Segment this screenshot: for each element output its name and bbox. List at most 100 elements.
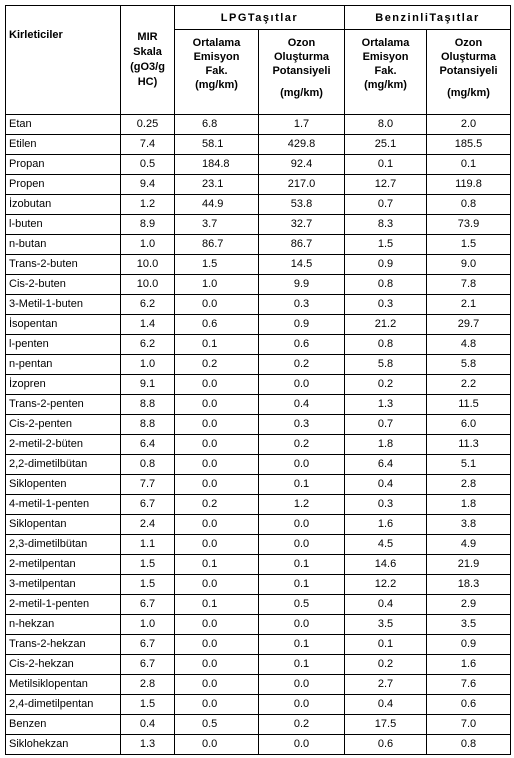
gasoline-emission-cell: 0.6 (344, 734, 427, 755)
table-row: n-hekzan 1.0 0.0 0.0 3.5 3.5 (5, 614, 511, 635)
lpg-emission-cell: 0.0 (174, 514, 259, 535)
lpg-emission-cell: 0.0 (174, 534, 259, 555)
lpg-emission-cell: 0.0 (174, 574, 259, 595)
table-row: Benzen 0.4 0.5 0.2 17.5 7.0 (5, 714, 511, 735)
table-row: Trans-2-penten 8.8 0.0 0.4 1.3 11.5 (5, 394, 511, 415)
gasoline-emission-cell: 0.2 (344, 374, 427, 395)
table-row: Trans-2-hekzan 6.7 0.0 0.1 0.1 0.9 (5, 634, 511, 655)
lpg-emission-cell: 44.9 (174, 194, 259, 215)
lpg-emission-cell: 0.1 (174, 594, 259, 615)
gasoline-ozone-cell: 0.6 (426, 694, 511, 715)
mir-value-cell: 1.1 (120, 534, 175, 555)
table-row: Propan 0.5 184.8 92.4 0.1 0.1 (5, 154, 511, 175)
lpg-ozone-cell: 0.2 (258, 354, 345, 375)
table-row: Etilen 7.4 58.1 429.8 25.1 185.5 (5, 134, 511, 155)
mir-header-line: HC) (137, 76, 158, 88)
gasoline-emission-cell: 0.7 (344, 414, 427, 435)
mir-scale-header: MIR Skala (gO3/g HC) (120, 5, 175, 115)
lpg-ozone-cell: 32.7 (258, 214, 345, 235)
table-row: Siklohekzan 1.3 0.0 0.0 0.6 0.8 (5, 734, 511, 755)
lpg-ozone-cell: 0.0 (258, 614, 345, 635)
mir-value-cell: 6.2 (120, 334, 175, 355)
header-line: Fak. (374, 65, 397, 77)
pollutant-name-cell: Benzen (5, 714, 121, 735)
mir-value-cell: 2.4 (120, 514, 175, 535)
mir-header-line: Skala (133, 46, 162, 58)
pollutant-name-cell: l-penten (5, 334, 121, 355)
mir-value-cell: 9.1 (120, 374, 175, 395)
mir-value-cell: 1.0 (120, 354, 175, 375)
gasoline-vehicles-header: BenzinliTaşıtlar (344, 5, 511, 30)
gasoline-emission-cell: 6.4 (344, 454, 427, 475)
header-line: Ozon (287, 37, 316, 49)
gasoline-ozone-cell: 119.8 (426, 174, 511, 195)
lpg-emission-cell: 0.0 (174, 454, 259, 475)
header-unit: (mg/km) (447, 87, 490, 99)
pollutant-name-cell: Trans-2-hekzan (5, 634, 121, 655)
table-row: Etan 0.25 6.8 1.7 8.0 2.0 (5, 114, 511, 135)
lpg-emission-cell: 0.0 (174, 394, 259, 415)
gasoline-emission-cell: 0.8 (344, 334, 427, 355)
header-line: Ortalama (192, 37, 241, 49)
pollutant-name-cell: 2,3-dimetilbütan (5, 534, 121, 555)
table-row: İzobutan 1.2 44.9 53.8 0.7 0.8 (5, 194, 511, 215)
mir-value-cell: 6.7 (120, 634, 175, 655)
lpg-emission-factor-header: Ortalama Emisyon Fak. (mg/km) (174, 29, 259, 115)
table-row: Siklopenten 7.7 0.0 0.1 0.4 2.8 (5, 474, 511, 495)
gasoline-emission-cell: 0.4 (344, 694, 427, 715)
table-row: Siklopentan 2.4 0.0 0.0 1.6 3.8 (5, 514, 511, 535)
lpg-emission-cell: 0.0 (174, 634, 259, 655)
gasoline-ozone-cell: 9.0 (426, 254, 511, 275)
mir-value-cell: 0.4 (120, 714, 175, 735)
pollutant-name-cell: n-butan (5, 234, 121, 255)
lpg-emission-cell: 0.1 (174, 554, 259, 575)
table-row: n-butan 1.0 86.7 86.7 1.5 1.5 (5, 234, 511, 255)
mir-value-cell: 2.8 (120, 674, 175, 695)
lpg-ozone-cell: 429.8 (258, 134, 345, 155)
mir-value-cell: 8.8 (120, 394, 175, 415)
gasoline-emission-cell: 17.5 (344, 714, 427, 735)
gasoline-emission-cell: 14.6 (344, 554, 427, 575)
lpg-ozone-cell: 0.0 (258, 674, 345, 695)
mir-value-cell: 8.9 (120, 214, 175, 235)
gasoline-emission-cell: 0.1 (344, 154, 427, 175)
lpg-ozone-potential-header: Ozon Oluşturma Potansiyeli (mg/km) (258, 29, 345, 115)
table-row: İsopentan 1.4 0.6 0.9 21.2 29.7 (5, 314, 511, 335)
mir-value-cell: 6.2 (120, 294, 175, 315)
pollutant-name-cell: İzobutan (5, 194, 121, 215)
pollutant-name-cell: İzopren (5, 374, 121, 395)
lpg-emission-cell: 0.0 (174, 414, 259, 435)
table-row: n-pentan 1.0 0.2 0.2 5.8 5.8 (5, 354, 511, 375)
pollutant-name-cell: Siklopentan (5, 514, 121, 535)
gasoline-emission-cell: 5.8 (344, 354, 427, 375)
gasoline-emission-cell: 0.7 (344, 194, 427, 215)
mir-value-cell: 1.5 (120, 694, 175, 715)
header-line: Oluşturma (440, 51, 496, 63)
lpg-ozone-cell: 0.1 (258, 574, 345, 595)
pollutant-name-cell: Cis-2-hekzan (5, 654, 121, 675)
gasoline-emission-cell: 12.2 (344, 574, 427, 595)
gasoline-emission-cell: 1.8 (344, 434, 427, 455)
gasoline-emission-cell: 0.2 (344, 654, 427, 675)
lpg-ozone-cell: 0.1 (258, 474, 345, 495)
gasoline-emission-cell: 8.0 (344, 114, 427, 135)
pollutant-name-cell: Siklopenten (5, 474, 121, 495)
gasoline-emission-cell: 25.1 (344, 134, 427, 155)
table-row: Cis-2-buten 10.0 1.0 9.9 0.8 7.8 (5, 274, 511, 295)
gasoline-ozone-cell: 1.5 (426, 234, 511, 255)
lpg-ozone-cell: 0.0 (258, 534, 345, 555)
table-row: Trans-2-buten 10.0 1.5 14.5 0.9 9.0 (5, 254, 511, 275)
table-row: 2,4-dimetilpentan 1.5 0.0 0.0 0.4 0.6 (5, 694, 511, 715)
mir-value-cell: 10.0 (120, 254, 175, 275)
header-unit: (mg/km) (364, 79, 407, 91)
gasoline-emission-cell: 21.2 (344, 314, 427, 335)
table-row: 2,3-dimetilbütan 1.1 0.0 0.0 4.5 4.9 (5, 534, 511, 555)
mir-value-cell: 7.7 (120, 474, 175, 495)
table-row: 2-metilpentan 1.5 0.1 0.1 14.6 21.9 (5, 554, 511, 575)
gasoline-emission-cell: 12.7 (344, 174, 427, 195)
lpg-emission-cell: 0.0 (174, 614, 259, 635)
mir-value-cell: 1.0 (120, 234, 175, 255)
gasoline-emission-cell: 0.1 (344, 634, 427, 655)
mir-value-cell: 6.7 (120, 494, 175, 515)
lpg-emission-cell: 0.0 (174, 674, 259, 695)
